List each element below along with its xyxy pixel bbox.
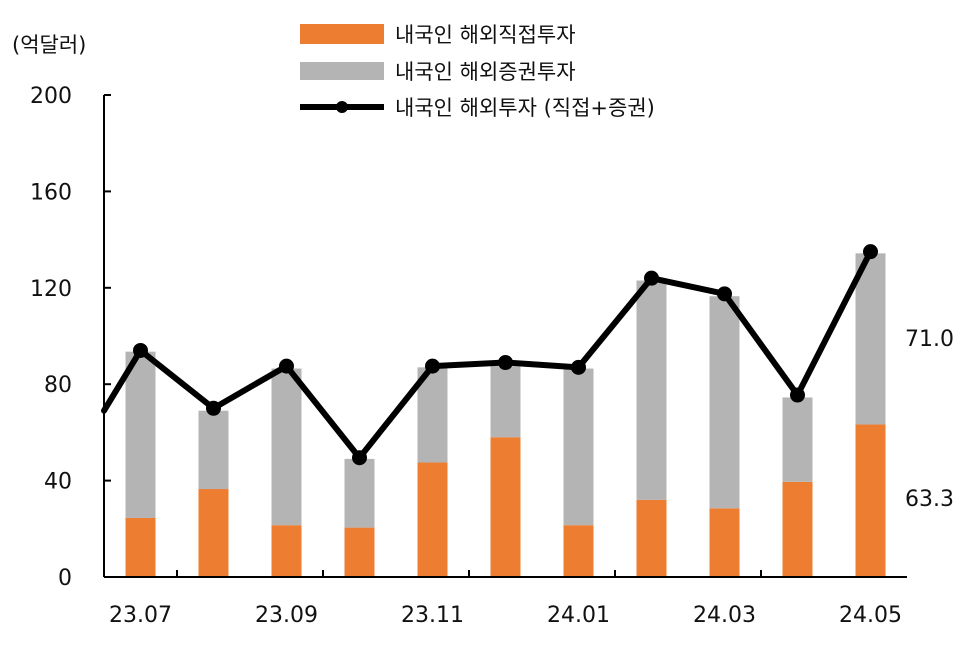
legend: 내국인 해외직접투자 내국인 해외증권투자 내국인 해외투자 (직접+증권)	[300, 23, 655, 120]
total-point-24.04	[790, 387, 805, 403]
bar-securities-24.02	[636, 280, 667, 500]
legend-label-direct: 내국인 해외직접투자	[395, 23, 576, 47]
legend-swatch-total-marker	[336, 101, 348, 113]
total-point-23.12	[498, 355, 513, 371]
total-point-23.08	[206, 400, 221, 416]
total-point-23.10	[352, 450, 367, 466]
x-tick-label: 23.07	[109, 603, 172, 628]
bar-direct-24.04	[782, 481, 813, 577]
total-point-24.02	[644, 270, 659, 286]
bar-securities-23.08	[198, 410, 229, 490]
y-tick-label: 0	[58, 566, 72, 591]
x-tick-label: 23.11	[401, 603, 464, 628]
bar-securities-24.05	[855, 253, 886, 425]
total-point-23.09	[279, 358, 294, 374]
x-tick-label: 24.03	[693, 603, 756, 628]
bar-direct-23.09	[271, 525, 302, 577]
bar-direct-23.07	[125, 517, 156, 577]
total-line-layer	[101, 244, 878, 466]
bar-direct-23.11	[417, 462, 448, 577]
total-line	[101, 248, 874, 461]
x-tick-label: 23.09	[255, 603, 318, 628]
bar-direct-24.05	[855, 424, 886, 577]
bar-direct-23.12	[490, 437, 521, 577]
bar-direct-24.01	[563, 525, 594, 577]
y-tick-label: 160	[30, 180, 72, 205]
y-axis-tick-labels: 0 40 80 120 160 200	[30, 84, 72, 591]
y-tick-label: 200	[30, 84, 72, 109]
total-point-24.05	[863, 244, 878, 260]
y-axis-unit-label: (억달러)	[12, 33, 86, 57]
bar-securities-24.01	[563, 368, 594, 526]
bar-direct-24.03	[709, 508, 740, 577]
y-tick-label: 40	[44, 470, 72, 495]
legend-label-total: 내국인 해외투자 (직접+증권)	[395, 96, 655, 120]
data-label-securities-last: 71.0	[905, 327, 954, 352]
bar-securities-23.09	[271, 368, 302, 526]
bar-direct-24.02	[636, 499, 667, 577]
bar-securities-24.04	[782, 397, 813, 482]
legend-label-securities: 내국인 해외증권투자	[395, 60, 576, 84]
x-tick-label: 24.01	[547, 603, 610, 628]
x-tick-label: 24.05	[839, 603, 902, 628]
legend-swatch-direct	[300, 24, 384, 44]
total-point-23.11	[425, 358, 440, 374]
y-tick-label: 80	[44, 373, 72, 398]
total-point-24.03	[717, 286, 732, 302]
bars	[125, 253, 886, 577]
bar-direct-23.10	[344, 527, 375, 577]
x-axis-tick-labels: 23.07 23.09 23.11 24.01 24.03 24.05	[109, 603, 902, 628]
bar-direct-23.08	[198, 489, 229, 577]
bar-securities-23.12	[490, 366, 521, 438]
total-point-23.07	[133, 342, 148, 358]
axis-tick-marks	[104, 94, 762, 578]
data-label-direct-last: 63.3	[905, 487, 954, 512]
bar-securities-24.03	[709, 296, 740, 509]
total-point-24.01	[571, 359, 586, 375]
bar-securities-23.10	[344, 458, 375, 528]
legend-swatch-securities	[300, 62, 384, 80]
bar-securities-23.07	[125, 351, 156, 518]
y-tick-label: 120	[30, 277, 72, 302]
